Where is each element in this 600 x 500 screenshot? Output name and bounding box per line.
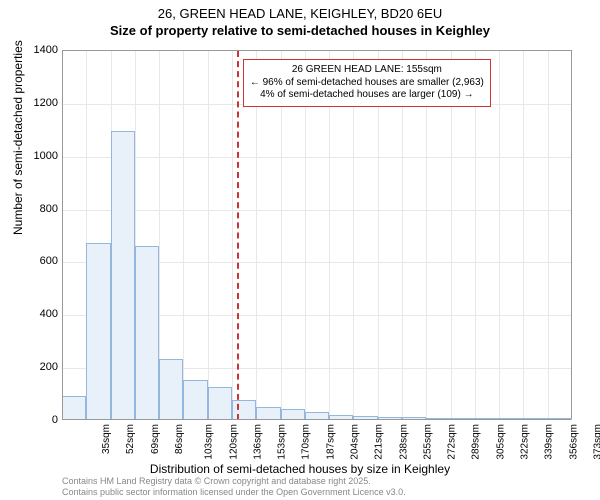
ytick-label: 1000 [34, 150, 58, 162]
xtick-label: 170sqm [301, 424, 312, 460]
chart-title-main: 26, GREEN HEAD LANE, KEIGHLEY, BD20 6EU [0, 0, 600, 21]
xtick-label: 272sqm [447, 424, 458, 460]
xtick-label: 356sqm [568, 424, 579, 460]
gridline-v [548, 51, 549, 420]
xtick-label: 339sqm [544, 424, 555, 460]
marker-line [237, 51, 239, 420]
xtick-label: 120sqm [228, 424, 239, 460]
annotation-line2: ← 96% of semi-detached houses are smalle… [250, 77, 484, 90]
gridline-v [208, 51, 209, 420]
xtick-label: 86sqm [174, 424, 185, 454]
annotation-line1: 26 GREEN HEAD LANE: 155sqm [250, 64, 484, 77]
x-axis-label: Distribution of semi-detached houses by … [0, 462, 600, 476]
footer-line1: Contains HM Land Registry data © Crown c… [62, 476, 406, 487]
x-axis-line [62, 419, 571, 420]
gridline-v [232, 51, 233, 420]
ytick-label: 800 [40, 203, 58, 215]
xtick-label: 238sqm [398, 424, 409, 460]
annotation-box: 26 GREEN HEAD LANE: 155sqm ← 96% of semi… [243, 59, 491, 107]
xtick-label: 187sqm [325, 424, 336, 460]
xtick-label: 204sqm [350, 424, 361, 460]
xtick-label: 69sqm [150, 424, 161, 454]
gridline-v [523, 51, 524, 420]
histogram-bar [159, 359, 183, 420]
xtick-label: 103sqm [204, 424, 215, 460]
xtick-label: 136sqm [252, 424, 263, 460]
histogram-bar [135, 246, 159, 420]
annotation-line3: 4% of semi-detached houses are larger (1… [250, 89, 484, 102]
xtick-label: 289sqm [471, 424, 482, 460]
gridline-v [499, 51, 500, 420]
ytick-label: 600 [40, 255, 58, 267]
xtick-label: 322sqm [520, 424, 531, 460]
histogram-bar [232, 400, 256, 420]
histogram-bar [86, 243, 110, 420]
y-axis-line [62, 51, 63, 420]
histogram-bar [208, 387, 232, 420]
ytick-label: 0 [52, 414, 58, 426]
plot-area: 26 GREEN HEAD LANE: 155sqm ← 96% of semi… [62, 50, 572, 420]
histogram-bar [111, 131, 135, 420]
footer-text: Contains HM Land Registry data © Crown c… [62, 476, 406, 498]
chart-container: 26, GREEN HEAD LANE, KEIGHLEY, BD20 6EU … [0, 0, 600, 500]
xtick-label: 221sqm [374, 424, 385, 460]
xtick-label: 35sqm [101, 424, 112, 454]
xtick-label: 52sqm [125, 424, 136, 454]
histogram-bar [183, 380, 207, 420]
y-axis-label: Number of semi-detached properties [11, 40, 25, 235]
gridline-h [62, 210, 571, 211]
footer-line2: Contains public sector information licen… [62, 487, 406, 498]
ytick-label: 400 [40, 308, 58, 320]
xtick-label: 305sqm [495, 424, 506, 460]
xtick-label: 153sqm [277, 424, 288, 460]
ytick-label: 1400 [34, 44, 58, 56]
gridline-h [62, 157, 571, 158]
ytick-label: 1200 [34, 97, 58, 109]
chart-title-sub: Size of property relative to semi-detach… [0, 21, 600, 38]
xtick-label: 255sqm [422, 424, 433, 460]
gridline-v [183, 51, 184, 420]
xtick-label: 373sqm [592, 424, 600, 460]
histogram-bar [62, 396, 86, 420]
ytick-label: 200 [40, 361, 58, 373]
